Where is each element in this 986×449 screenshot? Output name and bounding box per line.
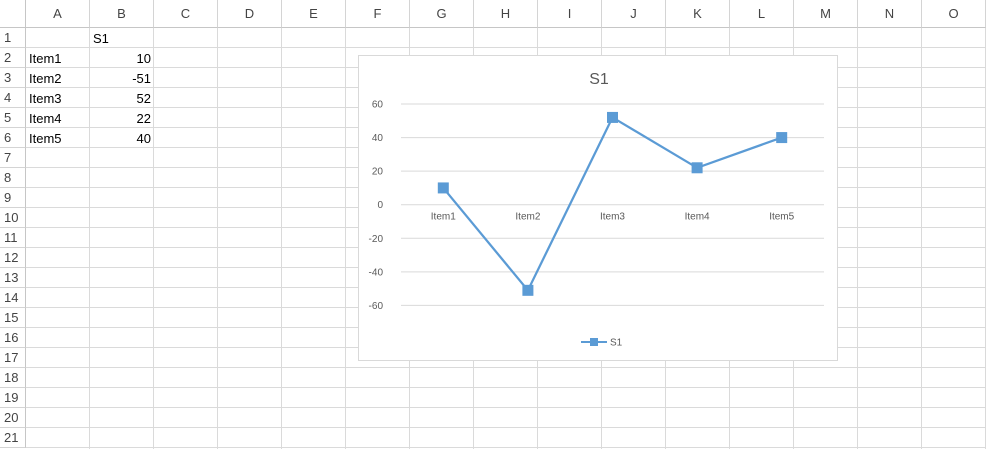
x-tick-label: Item3: [600, 212, 625, 223]
chart-title: S1: [589, 71, 609, 88]
row-header-1[interactable]: 1: [0, 28, 26, 48]
column-gridline: [857, 28, 858, 449]
row-header-9[interactable]: 9: [0, 188, 26, 208]
row-header-19[interactable]: 19: [0, 388, 26, 408]
y-tick-label: -20: [369, 234, 384, 245]
cell-b3[interactable]: -51: [132, 70, 151, 86]
cell-b1[interactable]: S1: [93, 30, 109, 46]
row-header-7[interactable]: 7: [0, 148, 26, 168]
legend-label: S1: [610, 338, 623, 349]
y-tick-label: -60: [369, 301, 384, 312]
row-header-4[interactable]: 4: [0, 88, 26, 108]
chart-canvas: S1 60 40 20 0 -20 -40 -60 Item1 Item2 Item3 Item4…: [369, 71, 824, 349]
column-header-a[interactable]: A: [26, 0, 90, 28]
column-gridline: [89, 28, 90, 449]
row-header-5[interactable]: 5: [0, 108, 26, 128]
cell-b5[interactable]: 22: [136, 110, 151, 126]
column-header-k[interactable]: K: [666, 0, 730, 28]
column-gridline: [345, 28, 346, 449]
x-tick-label: Item5: [769, 212, 794, 223]
x-tick-label: Item4: [685, 212, 710, 223]
row-header-13[interactable]: 13: [0, 268, 26, 288]
data-point-marker[interactable]: [437, 182, 449, 194]
select-all-corner[interactable]: [0, 0, 26, 28]
x-tick-label: Item2: [515, 212, 540, 223]
row-header-2[interactable]: 2: [0, 48, 26, 68]
column-gridline: [217, 28, 218, 449]
row-gridline: [26, 447, 986, 448]
data-point-marker[interactable]: [691, 162, 703, 174]
cell-a3[interactable]: Item2: [29, 70, 62, 86]
column-header-h[interactable]: H: [474, 0, 538, 28]
column-header-m[interactable]: M: [794, 0, 858, 28]
cell-a4[interactable]: Item3: [29, 90, 62, 106]
row-header-17[interactable]: 17: [0, 348, 26, 368]
data-point-marker[interactable]: [776, 132, 788, 144]
column-gridline: [921, 28, 922, 449]
column-header-i[interactable]: I: [538, 0, 602, 28]
y-tick-label: 0: [377, 200, 383, 211]
cell-a6[interactable]: Item5: [29, 130, 62, 146]
row-header-18[interactable]: 18: [0, 368, 26, 388]
column-header-d[interactable]: D: [218, 0, 282, 28]
y-tick-label: 40: [372, 133, 384, 144]
cell-a2[interactable]: Item1: [29, 50, 62, 66]
row-gridline: [26, 387, 986, 388]
column-header-b[interactable]: B: [90, 0, 154, 28]
chart-legend: S1: [581, 338, 623, 349]
column-header-n[interactable]: N: [858, 0, 922, 28]
row-gridline: [26, 427, 986, 428]
column-header-e[interactable]: E: [282, 0, 346, 28]
column-header-l[interactable]: L: [730, 0, 794, 28]
cell-a5[interactable]: Item4: [29, 110, 62, 126]
column-header-j[interactable]: J: [602, 0, 666, 28]
column-gridline: [153, 28, 154, 449]
row-header-12[interactable]: 12: [0, 248, 26, 268]
column-header-c[interactable]: C: [154, 0, 218, 28]
cell-b2[interactable]: 10: [136, 50, 151, 66]
series-line[interactable]: [442, 115, 783, 293]
row-header-14[interactable]: 14: [0, 288, 26, 308]
row-header-8[interactable]: 8: [0, 168, 26, 188]
row-header-11[interactable]: 11: [0, 228, 26, 248]
row-gridline: [26, 367, 986, 368]
data-point-marker[interactable]: [607, 111, 618, 123]
row-header-20[interactable]: 20: [0, 408, 26, 428]
row-header-10[interactable]: 10: [0, 208, 26, 228]
data-point-marker[interactable]: [522, 284, 534, 296]
cell-b6[interactable]: 40: [136, 130, 151, 146]
column-gridline: [281, 28, 282, 449]
row-header-6[interactable]: 6: [0, 128, 26, 148]
line-chart[interactable]: S1 60 40 20 0 -20 -40 -60 Item1 Item2 Item3 Item4…: [358, 55, 838, 361]
row-gridline: [26, 407, 986, 408]
y-tick-label: -40: [369, 267, 384, 278]
column-header-f[interactable]: F: [346, 0, 410, 28]
y-tick-label: 20: [372, 167, 384, 178]
x-tick-label: Item1: [431, 212, 456, 223]
row-header-3[interactable]: 3: [0, 68, 26, 88]
row-header-16[interactable]: 16: [0, 328, 26, 348]
cell-b4[interactable]: 52: [136, 90, 151, 106]
column-header-g[interactable]: G: [410, 0, 474, 28]
y-tick-label: 60: [372, 100, 384, 111]
row-header-21[interactable]: 21: [0, 428, 26, 448]
row-gridline: [26, 47, 986, 48]
row-header-15[interactable]: 15: [0, 308, 26, 328]
column-header-o[interactable]: O: [922, 0, 986, 28]
legend-square-marker: [590, 338, 598, 346]
